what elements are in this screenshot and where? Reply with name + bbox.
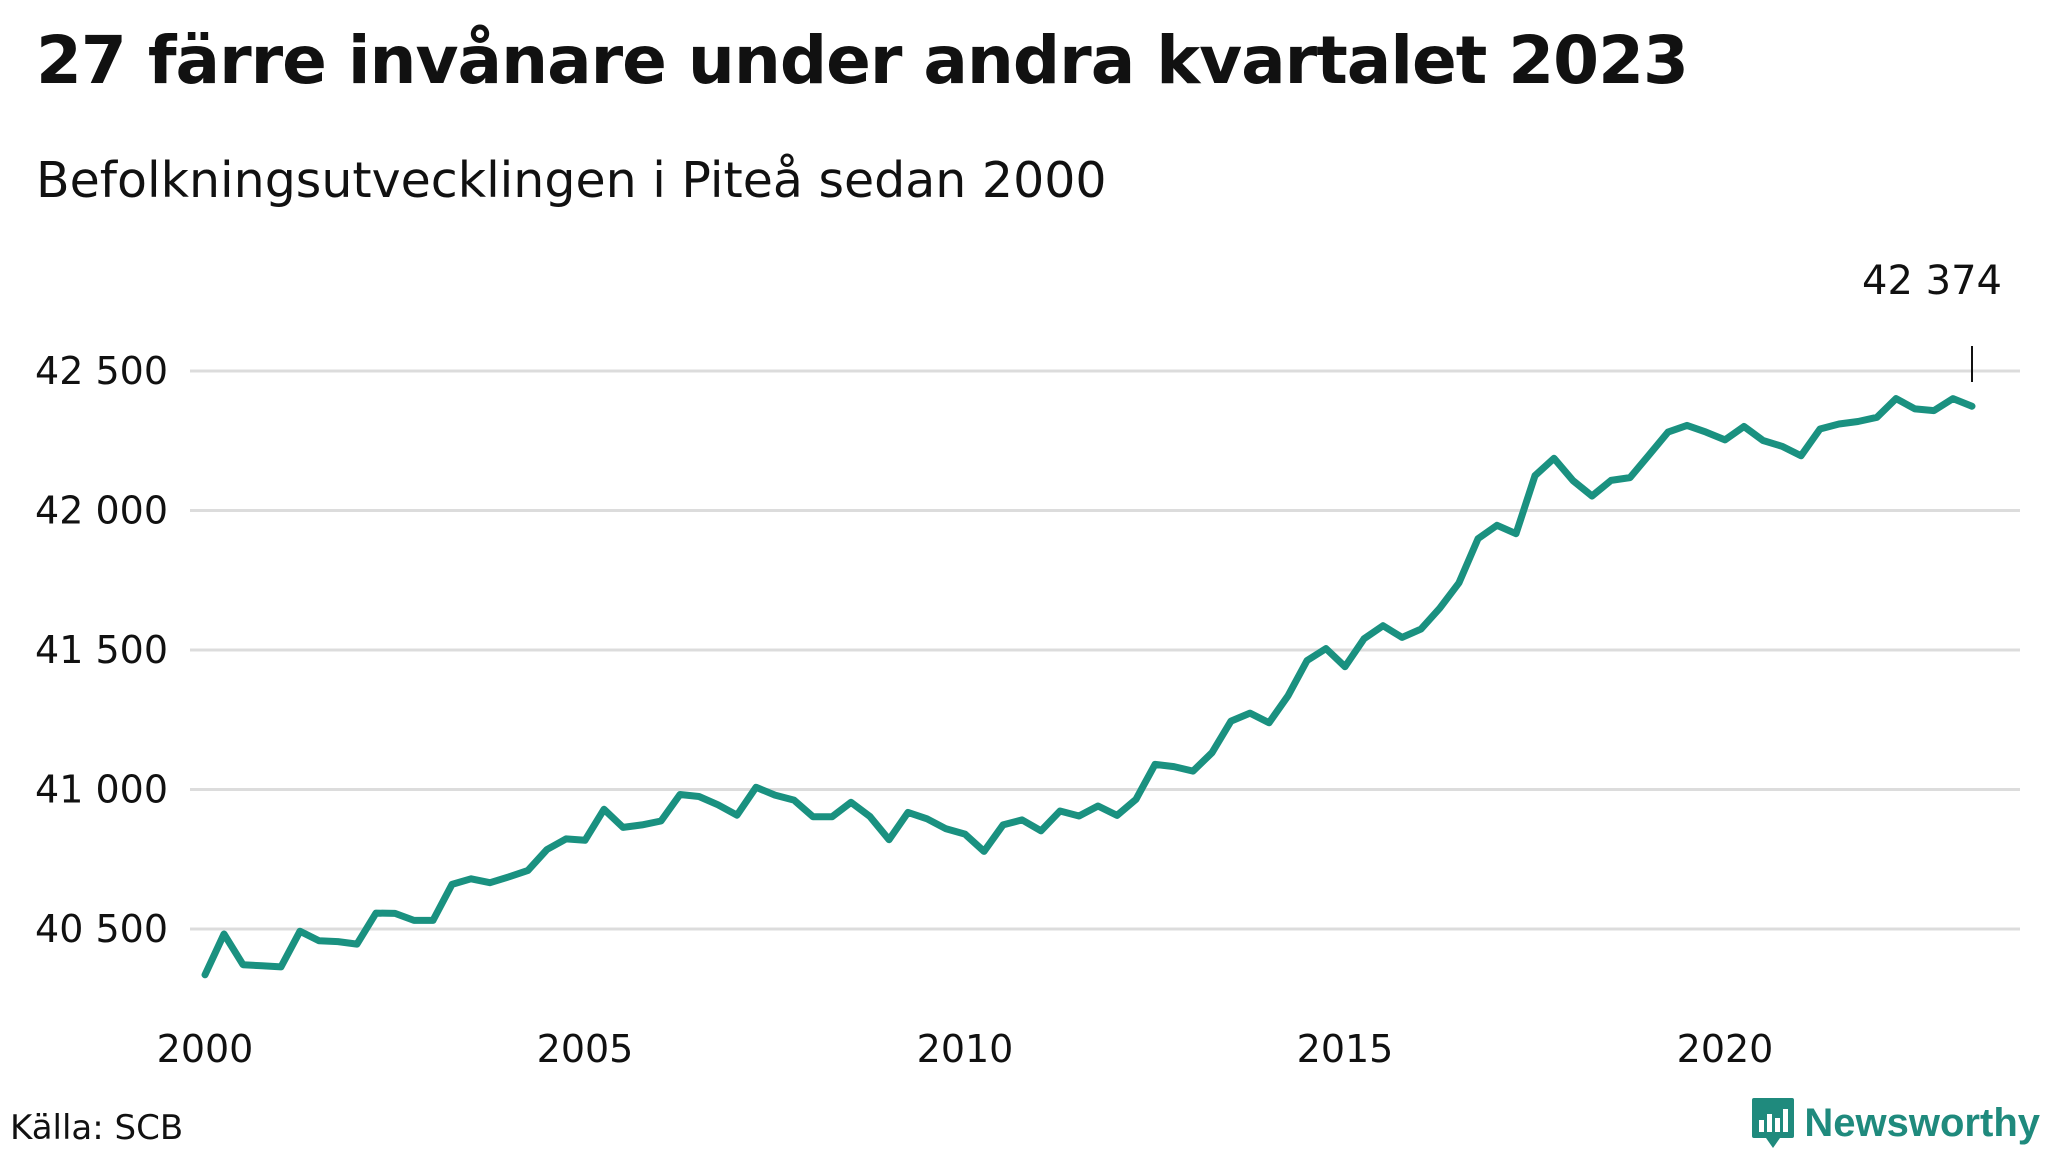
grid-lines: [190, 369, 2020, 931]
y-axis-tick-labels: 40 500 41 000 41 500 42 000 42 500: [35, 349, 168, 951]
end-value-label: 42 374: [1862, 258, 2002, 304]
x-tick-label: 2000: [157, 1027, 254, 1071]
newsworthy-logo-icon: [1752, 1098, 1795, 1148]
chart-title: 27 färre invånare under andra kvartalet …: [36, 22, 1689, 99]
y-tick-label: 42 000: [35, 489, 168, 533]
brand-name: Newsworthy: [1804, 1100, 2040, 1145]
y-tick-label: 42 500: [35, 349, 168, 393]
y-tick-label: 41 500: [35, 628, 168, 672]
y-tick-label: 40 500: [35, 907, 168, 951]
chart-subtitle: Befolkningsutvecklingen i Piteå sedan 20…: [36, 152, 1107, 209]
x-axis-tick-labels: 2000 2005 2010 2015 2020: [157, 1027, 1774, 1071]
y-tick-label: 41 000: [35, 768, 168, 812]
x-tick-label: 2015: [1297, 1027, 1394, 1071]
x-tick-label: 2020: [1677, 1027, 1774, 1071]
series-line-population: [201, 395, 1976, 979]
x-tick-label: 2010: [917, 1027, 1014, 1071]
source-credit: Källa: SCB: [10, 1108, 184, 1148]
x-tick-label: 2005: [537, 1027, 634, 1071]
newsworthy-logo: Newsworthy: [1750, 1096, 2040, 1150]
